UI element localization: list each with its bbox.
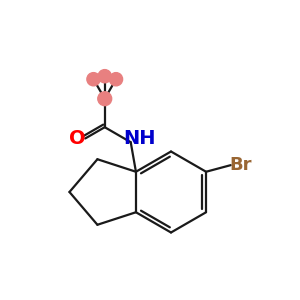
Text: O: O [68, 129, 85, 148]
Text: NH: NH [124, 129, 156, 148]
Circle shape [110, 73, 123, 86]
Text: Br: Br [229, 156, 252, 174]
Circle shape [98, 92, 112, 106]
Circle shape [98, 70, 111, 83]
Circle shape [87, 73, 100, 86]
